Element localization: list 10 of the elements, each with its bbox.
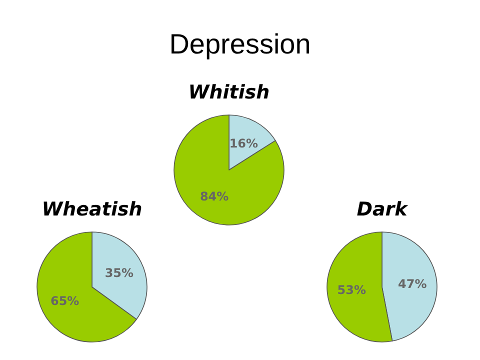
chart-title: Dark	[356, 198, 409, 220]
data-label: 65%	[50, 294, 80, 308]
chart-title: Wheatish	[42, 198, 142, 220]
data-label: 47%	[398, 277, 427, 292]
data-label: 16%	[229, 136, 258, 150]
data-label: 35%	[104, 266, 134, 280]
data-label: 84%	[200, 190, 229, 204]
data-label: 53%	[337, 282, 366, 297]
chart-title: Whitish	[188, 82, 270, 104]
text: Depression	[169, 28, 311, 60]
